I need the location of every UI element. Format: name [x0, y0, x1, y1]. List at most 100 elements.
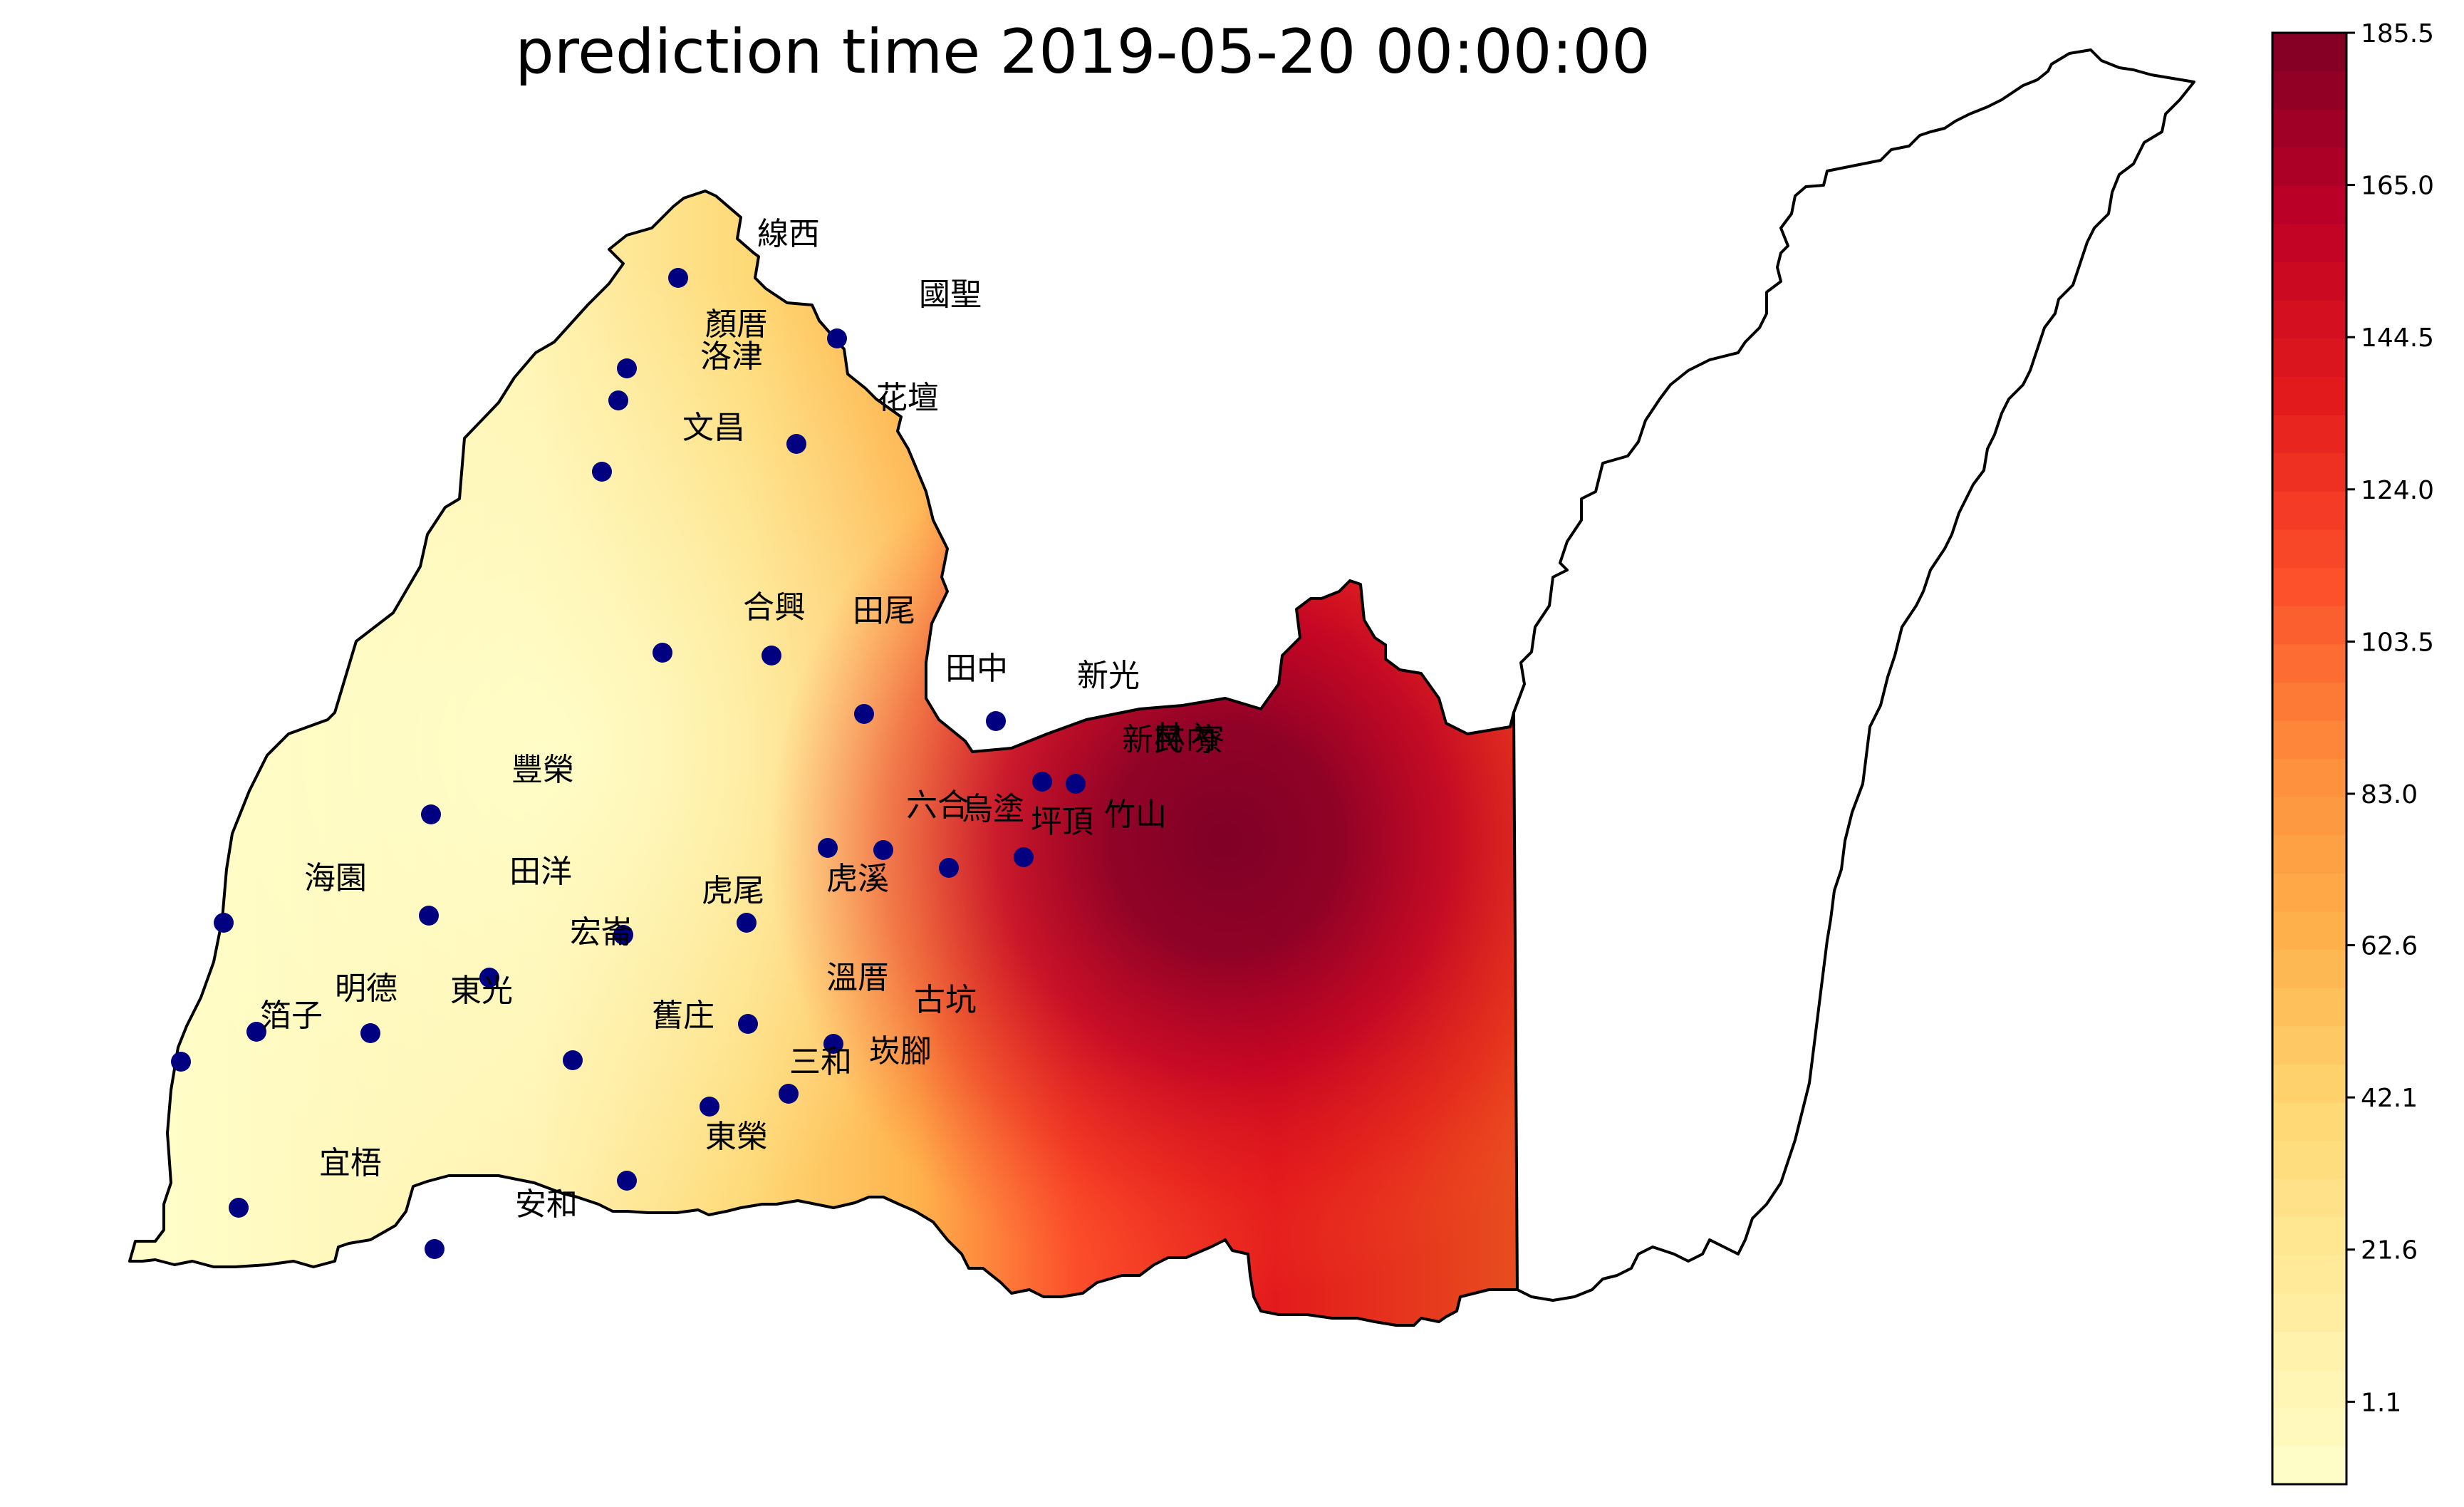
county-outline-west: [128, 190, 1519, 1327]
station-label: 三和: [789, 1044, 852, 1080]
station-marker: [1032, 772, 1052, 792]
colorbar-band: [2272, 911, 2346, 951]
station-marker: [479, 968, 499, 988]
station-marker: [563, 1050, 583, 1070]
colorbar-tick-label: 124.0: [2361, 476, 2434, 505]
colorbar-band: [2272, 376, 2346, 415]
station-marker: [668, 268, 688, 288]
colorbar-tick-label: 1.1: [2361, 1388, 2401, 1417]
station-marker: [854, 704, 874, 724]
station-labels: 線西 國聖 顏厝 洛津 花壇 文昌 合興 田尾 田中 新光 新民 林內 寮 豐榮…: [260, 216, 1225, 1223]
station-label: 安和: [515, 1186, 578, 1223]
station-label: 古坑: [914, 982, 977, 1018]
station-marker: [425, 1239, 445, 1259]
station-marker: [827, 328, 847, 348]
colorbar-ticks: 1.1 21.6 42.1 62.6 83.0 103.5 124.0 144.5 165.0 1…: [2346, 19, 2434, 1417]
station-label: 線西: [757, 216, 820, 252]
colorbar-band: [2272, 1407, 2346, 1446]
colorbar-tick-label: 42.1: [2361, 1084, 2418, 1113]
station-label: 溫厝: [826, 960, 889, 996]
station-label: 新民: [1122, 722, 1185, 758]
station-label: 國聖: [919, 276, 982, 313]
colorbar-band: [2272, 1025, 2346, 1065]
colorbar-band: [2272, 1331, 2346, 1370]
colorbar-band: [2272, 1102, 2346, 1141]
colorbar-tick-label: 103.5: [2361, 628, 2434, 657]
colorbar-band: [2272, 720, 2346, 760]
colorbar-band: [2272, 988, 2346, 1027]
colorbar-tick-label: 165.0: [2361, 172, 2434, 201]
station-label: 東光: [450, 973, 513, 1009]
station-marker: [818, 838, 838, 858]
station-marker: [1014, 847, 1034, 867]
station-marker: [360, 1023, 380, 1043]
station-label: 新光: [1077, 658, 1140, 694]
station-label: 合興: [743, 589, 806, 626]
station-marker: [419, 906, 439, 926]
station-marker: [246, 1022, 266, 1042]
station-marker: [779, 1084, 799, 1104]
station-label: 花壇: [876, 380, 939, 416]
county-outline-east: [1512, 48, 2195, 1302]
colorbar-band: [2272, 567, 2346, 606]
colorbar-tick-label: 21.6: [2361, 1236, 2418, 1265]
colorbar-band: [2272, 758, 2346, 797]
colorbar-band: [2272, 224, 2346, 263]
station-marker: [939, 858, 959, 878]
colorbar-band: [2272, 491, 2346, 530]
colorbar-band: [2272, 529, 2346, 569]
station-label: 田洋: [509, 854, 572, 890]
colorbar-band: [2272, 606, 2346, 645]
station-marker: [617, 358, 637, 378]
station-label: 田中: [945, 651, 1008, 687]
colorbar-tick-label: 144.5: [2361, 323, 2434, 353]
station-label: 豐榮: [511, 752, 574, 788]
station-label: 宜梧: [319, 1145, 382, 1181]
colorbar-band: [2272, 185, 2346, 224]
colorbar-band: [2272, 71, 2346, 110]
colorbar-band: [2272, 1369, 2346, 1409]
station-marker: [738, 1014, 758, 1034]
station-markers: [171, 268, 1086, 1259]
station-label: 寮: [1193, 722, 1225, 758]
station-label: 竹山: [1104, 797, 1167, 833]
station-label: 虎尾: [702, 873, 764, 909]
colorbar-bands: [2272, 33, 2346, 1485]
colorbar-band: [2272, 1293, 2346, 1332]
colorbar-band: [2272, 1140, 2346, 1179]
station-marker: [986, 711, 1006, 731]
station-marker: [229, 1198, 249, 1218]
station-label: 明德: [335, 970, 397, 1007]
colorbar-band: [2272, 300, 2346, 339]
station-marker: [737, 913, 757, 933]
station-marker: [873, 840, 893, 860]
station-marker: [592, 462, 612, 482]
station-label: 顏厝: [705, 306, 768, 343]
colorbar-band: [2272, 109, 2346, 148]
colorbar-tick-label: 62.6: [2361, 932, 2418, 961]
station-label: 舊庄: [652, 998, 714, 1034]
station-marker: [617, 1171, 637, 1191]
colorbar-band: [2272, 33, 2346, 72]
station-label: 六合: [906, 787, 969, 824]
station-label: 崁腳: [869, 1033, 932, 1070]
colorbar-tick-label: 185.5: [2361, 19, 2434, 48]
station-marker: [700, 1097, 719, 1117]
colorbar-band: [2272, 682, 2346, 721]
colorbar-band: [2272, 1216, 2346, 1255]
colorbar: 1.1 21.6 42.1 62.6 83.0 103.5 124.0 144.5 165.0 1…: [2271, 19, 2434, 1486]
station-label: 坪頂: [1031, 804, 1093, 840]
station-label: 虎溪: [826, 861, 889, 897]
station-marker: [786, 434, 806, 454]
station-marker: [613, 925, 633, 945]
colorbar-band: [2272, 1179, 2346, 1218]
colorbar-band: [2272, 873, 2346, 912]
colorbar-band: [2272, 452, 2346, 492]
colorbar-band: [2272, 949, 2346, 988]
station-marker: [823, 1034, 843, 1054]
station-marker: [761, 646, 781, 666]
station-label: 箔子: [260, 998, 323, 1034]
station-label: 海園: [304, 860, 367, 896]
station-marker: [1066, 774, 1086, 794]
